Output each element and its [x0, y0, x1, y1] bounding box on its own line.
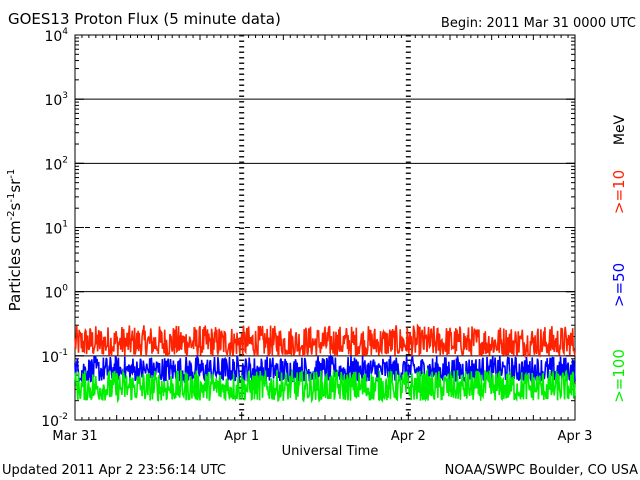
chart-title: GOES13 Proton Flux (5 minute data)	[8, 10, 281, 28]
day-divider-ticks	[81, 35, 569, 420]
legend-series-ge10: >=10	[610, 170, 628, 214]
y-tick-label: 10-1	[41, 348, 68, 366]
updated-timestamp: Updated 2011 Apr 2 23:56:14 UTC	[2, 463, 226, 478]
y-tick-labels: 104 103 102 101 100 10-1 10-2	[41, 27, 68, 430]
x-tick-label: Mar 31	[52, 429, 97, 444]
y-tick-label: 100	[44, 284, 68, 302]
x-tick-labels: Mar 31 Apr 1 Apr 2 Apr 3	[52, 429, 592, 444]
series-line-2	[74, 367, 576, 404]
y-axis-label: Particles cm-2s-1sr-1	[6, 169, 24, 312]
y-tick-label: 101	[44, 220, 68, 238]
y-tick-label: 10-2	[41, 412, 68, 430]
threshold-lines	[75, 98, 575, 357]
series-group	[74, 323, 576, 404]
legend-series-ge100: >=100	[610, 349, 628, 403]
x-axis-label: Universal Time	[282, 444, 379, 459]
legend-series-ge50: >=50	[610, 263, 628, 307]
legend-unit-mev: MeV	[612, 114, 628, 145]
y-minor-ticks	[75, 34, 575, 421]
begin-label: Begin: 2011 Mar 31 0000 UTC	[441, 16, 636, 31]
series-line-0	[74, 323, 576, 359]
x-tick-label: Apr 3	[558, 429, 593, 444]
y-tick-label: 103	[44, 91, 68, 109]
source-credit: NOAA/SWPC Boulder, CO USA	[445, 463, 638, 478]
x-tick-label: Apr 2	[391, 429, 426, 444]
y-tick-label: 102	[44, 155, 68, 173]
x-tick-label: Apr 1	[224, 429, 259, 444]
y-tick-label: 104	[44, 27, 68, 45]
